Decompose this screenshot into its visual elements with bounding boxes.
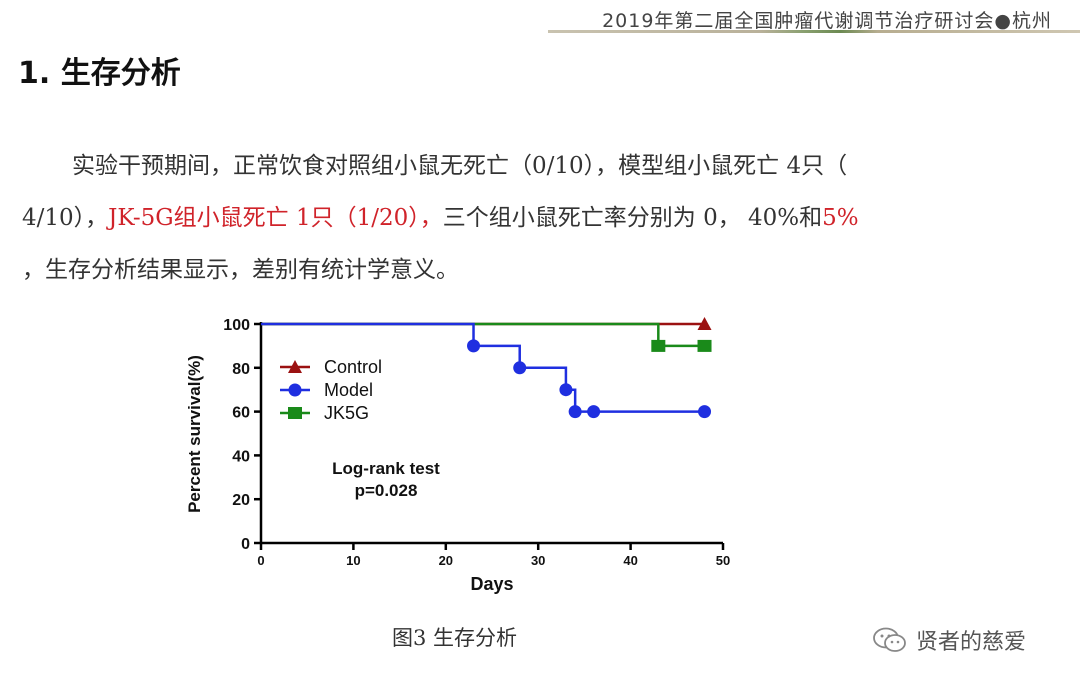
paragraph-text: 4/10）， bbox=[22, 205, 109, 231]
legend-label-model: Model bbox=[324, 380, 373, 400]
data-point-model bbox=[467, 339, 481, 353]
y-axis-label: Percent survival(%) bbox=[185, 355, 204, 513]
annotation-line-2: p=0.028 bbox=[355, 481, 418, 500]
chart-axes: 0 20 40 60 80 100 0 10 20 30 40 50 bbox=[223, 317, 730, 568]
header-title: 2019年第二届全国肿瘤代谢调节治疗研讨会●杭州 bbox=[602, 10, 1052, 32]
body-paragraph: 实验干预期间，正常饮食对照组小鼠无死亡（0/10），模型组小鼠死亡 4只（ 4/… bbox=[22, 140, 1022, 296]
annotation-line-1: Log-rank test bbox=[332, 459, 440, 478]
data-point-model bbox=[513, 361, 527, 375]
legend-label-jk5g: JK5G bbox=[324, 403, 369, 423]
x-tick-label: 0 bbox=[257, 553, 264, 568]
chart-legend: Control Model JK5G bbox=[280, 357, 382, 423]
paragraph-line-3: ，生存分析结果显示，差别有统计学意义。 bbox=[22, 257, 459, 283]
figure-caption: 图3 生存分析 bbox=[392, 626, 518, 650]
chart-series-lines bbox=[261, 322, 705, 413]
legend-marker-jk5g bbox=[288, 407, 302, 419]
x-tick-label: 10 bbox=[346, 553, 360, 568]
x-tick-label: 40 bbox=[623, 553, 637, 568]
legend-marker-model bbox=[288, 383, 302, 397]
data-point-model bbox=[587, 405, 601, 419]
x-axis-label: Days bbox=[470, 574, 513, 594]
x-tick-label: 30 bbox=[531, 553, 545, 568]
data-point-model bbox=[568, 405, 582, 419]
y-tick-label: 20 bbox=[232, 492, 250, 509]
watermark-text: 贤者的慈爱 bbox=[916, 630, 1027, 655]
section-title: 1. 生存分析 bbox=[18, 56, 181, 91]
paragraph-highlight: 5% bbox=[822, 205, 859, 231]
y-tick-label: 0 bbox=[241, 536, 250, 553]
legend-marker-control bbox=[288, 360, 302, 373]
data-point-model bbox=[559, 383, 573, 397]
data-point-model bbox=[698, 405, 712, 419]
y-tick-label: 40 bbox=[232, 448, 250, 465]
watermark: 贤者的慈爱 bbox=[872, 624, 1026, 656]
x-tick-label: 50 bbox=[716, 553, 730, 568]
chart-markers bbox=[467, 317, 712, 419]
x-tick-label: 20 bbox=[439, 553, 453, 568]
paragraph-line-1: 实验干预期间，正常饮食对照组小鼠无死亡（0/10），模型组小鼠死亡 4只（ bbox=[72, 153, 848, 179]
data-point-jk5g bbox=[651, 339, 666, 352]
paragraph-text: 三个组小鼠死亡率分别为 0， 40%和 bbox=[442, 205, 823, 231]
series-line-jk5g bbox=[261, 322, 705, 348]
y-tick-label: 80 bbox=[232, 361, 250, 378]
series-line-model bbox=[261, 322, 705, 413]
wechat-icon bbox=[873, 627, 906, 652]
data-point-control bbox=[697, 317, 712, 330]
y-tick-label: 60 bbox=[232, 405, 250, 422]
legend-label-control: Control bbox=[324, 357, 382, 377]
header-divider bbox=[548, 30, 1080, 33]
paragraph-line-2: 4/10），JK-5G组小鼠死亡 1只（1/20），三个组小鼠死亡率分别为 0，… bbox=[22, 192, 1022, 244]
y-tick-label: 100 bbox=[223, 317, 250, 334]
header-bar: 2019年第二届全国肿瘤代谢调节治疗研讨会●杭州 bbox=[540, 0, 1080, 38]
paragraph-highlight: JK-5G组小鼠死亡 1只（1/20）， bbox=[108, 205, 443, 231]
data-point-jk5g bbox=[697, 339, 712, 352]
